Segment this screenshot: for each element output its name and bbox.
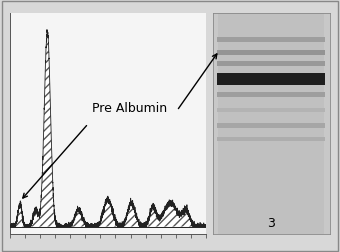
Text: Pre Albumin: Pre Albumin [92, 102, 167, 115]
Text: 3: 3 [267, 217, 275, 230]
